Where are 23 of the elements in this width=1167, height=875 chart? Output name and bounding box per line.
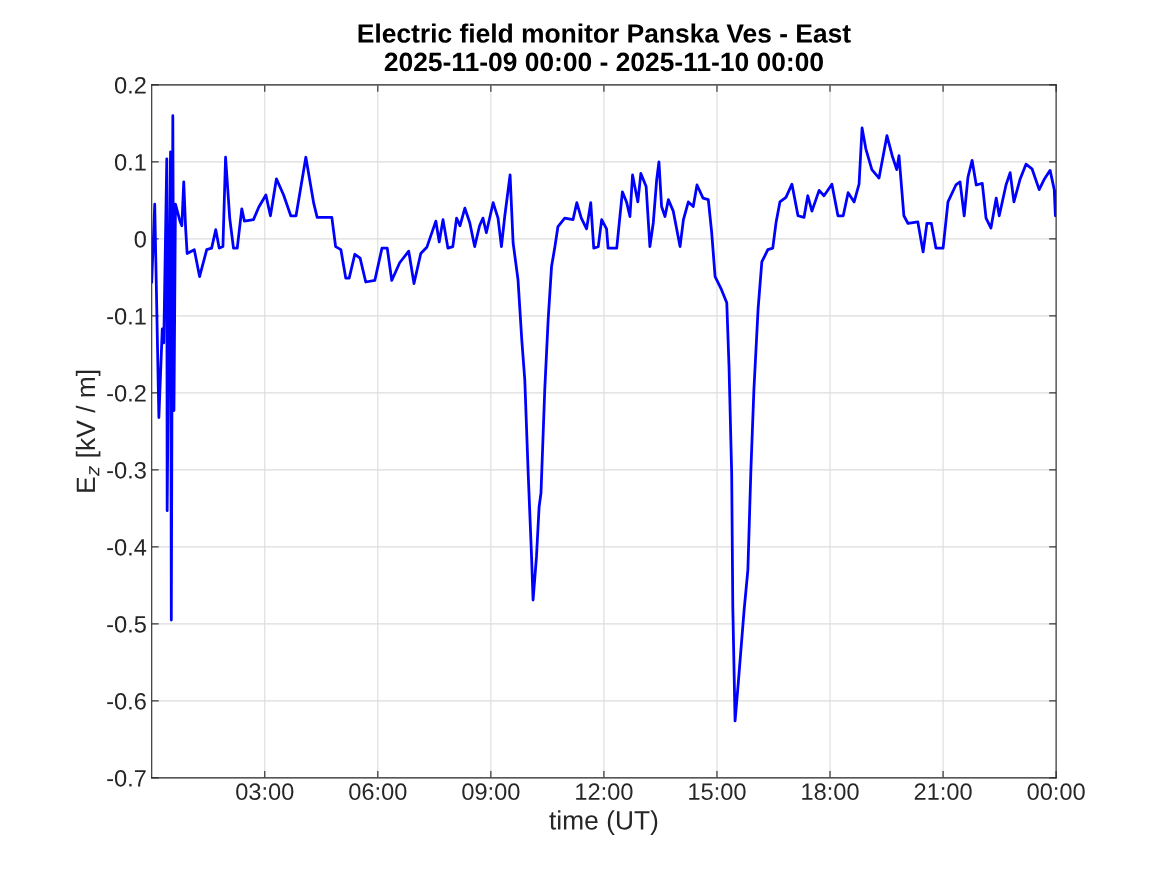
y-tick-label: -0.6 xyxy=(107,692,146,710)
y-tick-label: 0 xyxy=(134,230,146,248)
y-tick-label: -0.4 xyxy=(107,538,147,556)
x-tick-label: 09:00 xyxy=(462,783,520,801)
x-tick-label: 21:00 xyxy=(914,783,972,801)
y-tick-label: -0.5 xyxy=(107,615,146,633)
x-axis-title: time (UT) xyxy=(549,810,658,835)
y-tick-label: -0.1 xyxy=(107,307,146,325)
x-tick-label: 03:00 xyxy=(236,783,294,801)
x-tick-label: 18:00 xyxy=(802,783,859,801)
x-tick-label: 06:00 xyxy=(349,783,407,801)
chart-title: Electric field monitor Panska Ves - East xyxy=(358,23,851,43)
y-tick-label: -0.2 xyxy=(107,384,146,402)
x-tick-label: 12:00 xyxy=(576,783,633,801)
x-tick-label: 15:00 xyxy=(689,783,746,801)
y-tick-label: 0.2 xyxy=(114,76,146,94)
chart-subtitle: 2025-11-09 00:00 - 2025-11-10 00:00 xyxy=(384,52,823,72)
y-tick-label: 0.1 xyxy=(114,153,146,171)
x-tick-label: 00:00 xyxy=(1027,783,1085,801)
y-axis-title: E$_{z}$ [kV / m] xyxy=(75,370,101,492)
y-tick-label: -0.3 xyxy=(107,461,146,479)
line-series xyxy=(151,114,1057,723)
y-tick-label: -0.7 xyxy=(107,769,146,787)
